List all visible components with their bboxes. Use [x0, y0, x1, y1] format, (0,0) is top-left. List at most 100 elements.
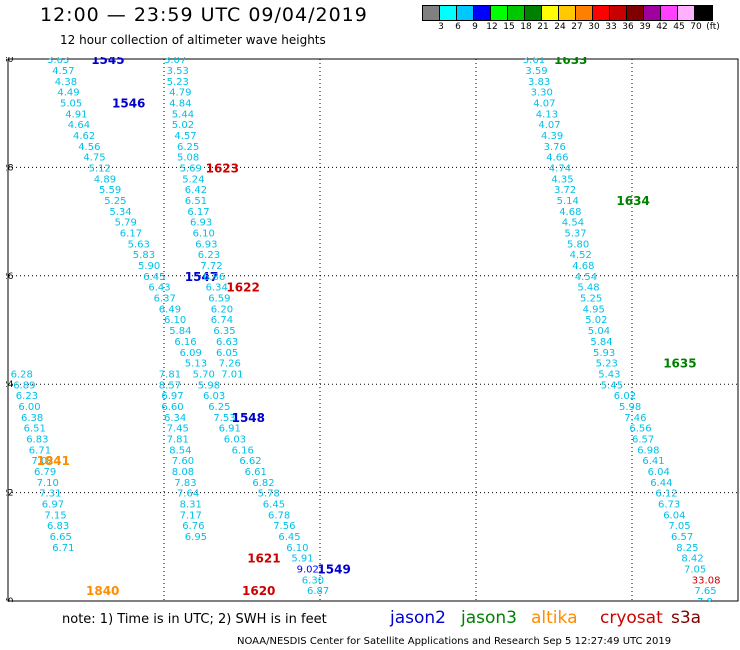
y-tick-label: 22	[6, 489, 13, 499]
swh-value: 7.01	[221, 369, 243, 380]
swh-value: 4.66	[546, 153, 568, 164]
swh-value: 6.23	[198, 250, 220, 261]
scale-swatch	[644, 6, 661, 20]
swh-value: 3.76	[544, 142, 566, 153]
swh-value: 8.08	[172, 467, 194, 478]
swh-value: 7.10	[37, 478, 59, 489]
legend-jason3: jason3	[461, 608, 517, 628]
wave-height-map: 1651681711741773028262422203.634.574.384…	[6, 57, 739, 602]
scale-swatch	[423, 6, 440, 20]
swh-value: 8.54	[169, 445, 191, 456]
swh-value: 6.78	[268, 510, 290, 521]
swh-value: 5.13	[185, 359, 207, 370]
swh-value: 6.10	[193, 229, 215, 240]
scale-swatch	[508, 6, 525, 20]
swh-value: 7.83	[174, 478, 196, 489]
note-text: note: 1) Time is in UTC; 2) SWH is in fe…	[62, 612, 327, 627]
swh-value: 7.17	[180, 510, 202, 521]
swh-value: 6.79	[34, 467, 56, 478]
swh-value: 6.83	[47, 521, 69, 532]
swh-value: 4.13	[536, 109, 558, 120]
swh-value: 4.64	[68, 120, 90, 131]
swh-value: 6.97	[161, 391, 183, 402]
scale-label: 18	[520, 22, 532, 32]
swh-value: 3.83	[528, 77, 550, 88]
scale-swatch	[678, 6, 695, 20]
swh-value: 4.68	[559, 207, 581, 218]
swh-value: 6.60	[161, 402, 183, 413]
swh-value: 6.74	[211, 315, 233, 326]
swh-value: 6.65	[50, 532, 72, 543]
swh-value: 3.30	[531, 88, 553, 99]
swh-value: 6.76	[182, 521, 204, 532]
swh-value: 6.34	[164, 413, 186, 424]
y-tick-label: 28	[6, 163, 14, 173]
track-id-label: 1620	[242, 584, 275, 598]
swh-value: 6.04	[663, 510, 685, 521]
swh-value: 6.17	[120, 229, 142, 240]
track-id-label: 1622	[226, 281, 259, 295]
swh-value: 7.53	[213, 413, 235, 424]
credit-line: NOAA/NESDIS Center for Satellite Applica…	[237, 636, 672, 647]
swh-value: 5.23	[596, 359, 618, 370]
y-tick-label: 30	[6, 57, 14, 65]
swh-value: 6.00	[18, 402, 40, 413]
swh-value: 6.51	[185, 196, 207, 207]
swh-value: 4.95	[583, 304, 605, 315]
swh-value: 6.04	[648, 467, 670, 478]
swh-value: 5.70	[193, 369, 215, 380]
swh-value: 7.56	[273, 521, 295, 532]
scale-label: 30	[588, 22, 600, 32]
map-frame	[7, 58, 739, 602]
swh-value: 6.95	[185, 532, 207, 543]
scale-swatch	[457, 6, 474, 20]
swh-value: 6.93	[195, 239, 217, 250]
swh-value: 7.46	[624, 413, 646, 424]
swh-value: 6.12	[655, 489, 677, 500]
y-tick-label: 20	[6, 597, 14, 602]
swh-value: 6.35	[213, 326, 235, 337]
swh-value: 6.51	[24, 424, 46, 435]
swh-value: 4.38	[55, 77, 77, 88]
swh-value: 6.63	[216, 337, 238, 348]
swh-value: 4.39	[541, 131, 563, 142]
swh-value: 7.15	[44, 510, 66, 521]
swh-value: 8.42	[681, 554, 703, 565]
swh-value: 6.16	[174, 337, 196, 348]
swh-value: 6.73	[658, 500, 680, 511]
swh-value: 7.72	[200, 261, 222, 272]
swh-value: 6.87	[307, 586, 329, 597]
swh-value: 6.38	[21, 413, 43, 424]
swh-value: 6.61	[245, 467, 267, 478]
swh-value: 4.07	[533, 98, 555, 109]
swh-value: 6.57	[632, 434, 654, 445]
swh-value: 5.02	[585, 315, 607, 326]
scale-swatch	[695, 6, 712, 20]
swh-value: 5.04	[588, 326, 610, 337]
swh-value: 6.23	[16, 391, 38, 402]
swh-value: 8.57	[159, 380, 181, 391]
legend-altika: altika	[531, 608, 578, 628]
swh-value: 6.37	[154, 294, 176, 305]
swh-value: 4.57	[174, 131, 196, 142]
swh-value: 7.26	[219, 359, 241, 370]
swh-value: 5.98	[619, 402, 641, 413]
swh-value: 8.31	[180, 500, 202, 511]
swh-value: 5.44	[172, 109, 194, 120]
scale-label: 6	[455, 22, 461, 32]
swh-value: 4.52	[570, 250, 592, 261]
scale-label: 15	[503, 22, 515, 32]
swh-value: 6.02	[614, 391, 636, 402]
scale-swatch	[661, 6, 678, 20]
swh-value: 7.64	[177, 489, 199, 500]
swh-value: 33.08	[692, 575, 721, 586]
swh-value: 6.10	[164, 315, 186, 326]
swh-value: 3.53	[167, 66, 189, 77]
scale-label: 24	[554, 22, 566, 32]
swh-value: 4.79	[169, 88, 191, 99]
scale-label: 9	[472, 22, 478, 32]
swh-value: 7.05	[684, 565, 706, 576]
swh-value: 5.37	[564, 229, 586, 240]
track-id-label: 1548	[232, 411, 265, 425]
swh-value: 6.82	[252, 478, 274, 489]
